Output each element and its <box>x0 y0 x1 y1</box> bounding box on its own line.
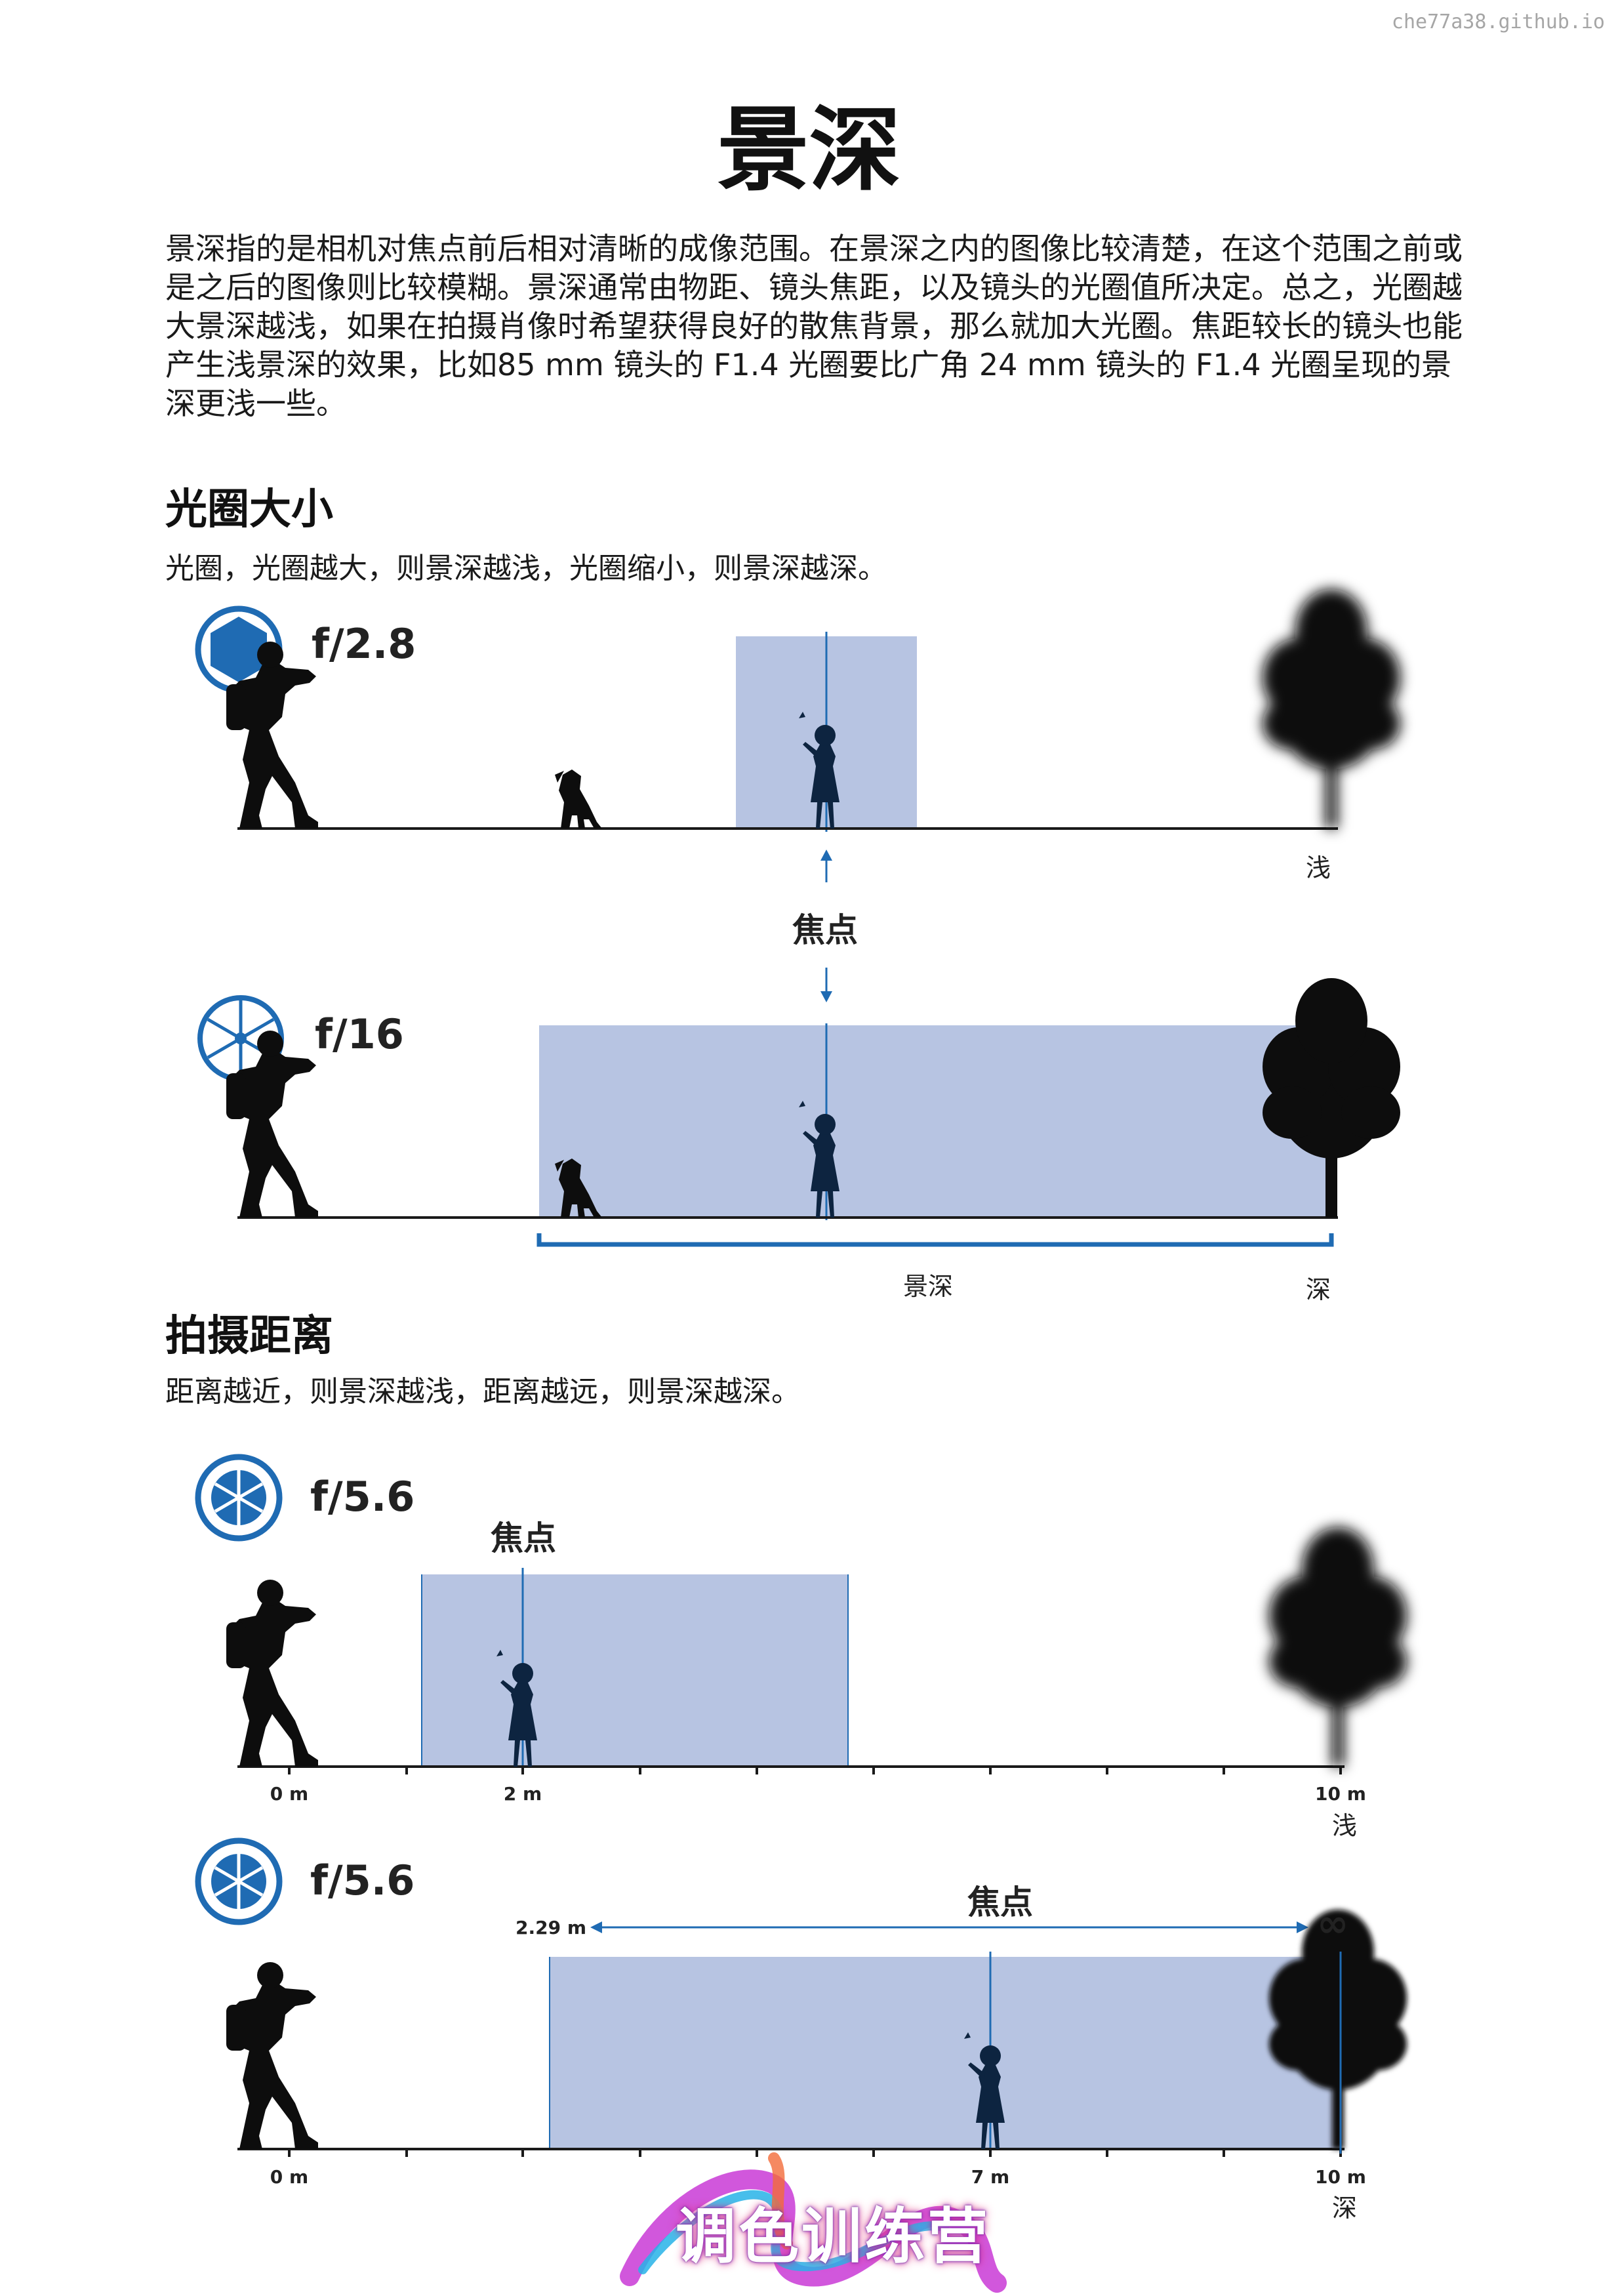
logo-text: 调色训练营 <box>676 2188 990 2275</box>
distance-subtitle: 距离越近，则景深越浅，距离越远，则景深越深。 <box>165 1368 800 1410</box>
aperture-subtitle: 光圈，光圈越大，则景深越浅，光圈缩小，则景深越深。 <box>165 544 887 586</box>
distance-heading: 拍摄距离 <box>165 1302 333 1363</box>
dog-icon <box>555 769 602 829</box>
dof-range-3 <box>422 1574 848 1767</box>
fnum-label-2: f/16 <box>315 1010 404 1058</box>
shallow-label-3: 浅 <box>1332 1805 1357 1841</box>
tick-label-2m: 2 m <box>504 1783 542 1805</box>
tree-blurred-icon <box>1269 1527 1407 1767</box>
deep-label-4: 深 <box>1332 2188 1357 2224</box>
range-arrow-left-head <box>590 1921 602 1933</box>
aperture-icon-4 <box>198 1841 279 1922</box>
aperture-icon-3 <box>198 1457 279 1538</box>
fnum-label-4: f/5.6 <box>310 1856 415 1904</box>
fnum-label-1: f/2.8 <box>312 620 416 668</box>
fnum-label-3: f/5.6 <box>310 1473 415 1521</box>
arrow-down-head <box>820 991 832 1002</box>
focus-label: 焦点 <box>792 904 858 951</box>
aperture-heading: 光圈大小 <box>165 476 333 536</box>
focus-label-3: 焦点 <box>491 1512 556 1559</box>
infinity-label: ∞ <box>1317 1901 1348 1946</box>
tick-label-10m-4: 10 m <box>1315 2166 1366 2188</box>
near-limit-label: 2.29 m <box>516 1917 586 1938</box>
photographer-icon <box>226 1962 318 2149</box>
dof-bracket <box>539 1233 1331 1244</box>
focus-label-4: 焦点 <box>967 1876 1033 1923</box>
photographer-icon <box>226 1580 318 1767</box>
tick-label-0m: 0 m <box>270 1783 308 1805</box>
tick-label-0m-4: 0 m <box>270 2166 308 2188</box>
dof-range-4 <box>550 1957 1340 2149</box>
dof-label: 景深 <box>903 1266 953 1302</box>
dof-range-2 <box>539 1025 1333 1218</box>
deep-label: 深 <box>1306 1269 1331 1305</box>
arrow-up-head <box>820 850 832 861</box>
tree-blurred-icon <box>1263 589 1400 829</box>
shallow-label: 浅 <box>1306 848 1331 884</box>
tick-label-7m: 7 m <box>971 2166 1009 2188</box>
tick-label-10m: 10 m <box>1315 1783 1366 1805</box>
